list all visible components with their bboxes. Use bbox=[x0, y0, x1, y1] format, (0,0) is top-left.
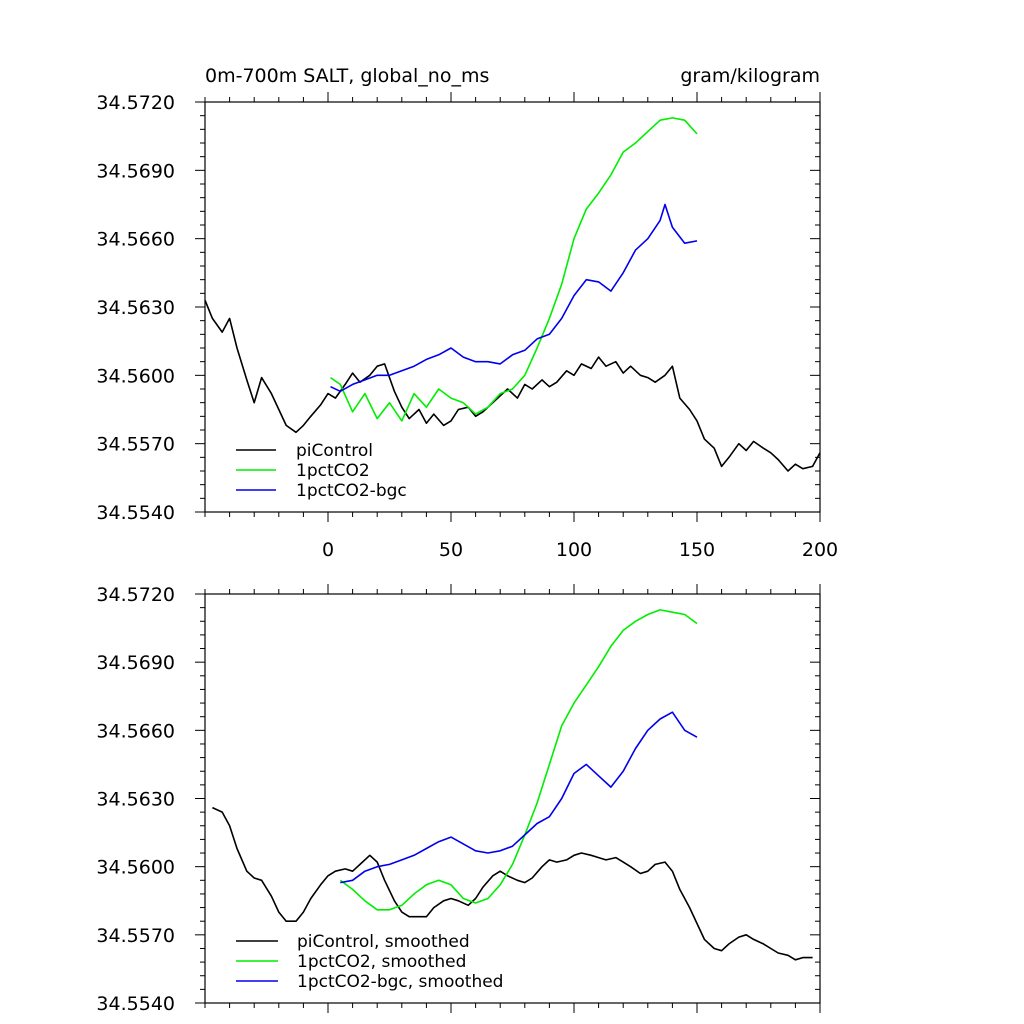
chart-title-left: 0m-700m SALT, global_no_ms bbox=[205, 65, 489, 87]
top-panel: 0m-700m SALT, global_no_ms gram/kilogram… bbox=[96, 65, 838, 561]
y-tick-label: 34.5630 bbox=[96, 297, 175, 319]
series-line-picontrol-smoothed bbox=[212, 806, 813, 961]
y-tick-label: 34.5720 bbox=[96, 92, 175, 114]
y-tick-label: 34.5540 bbox=[96, 993, 175, 1015]
chart-title-right: gram/kilogram bbox=[680, 65, 820, 87]
series-line-picontrol bbox=[204, 299, 821, 472]
y-tick-label: 34.5660 bbox=[96, 229, 175, 251]
series-line-1pctco2-bgc bbox=[330, 203, 698, 393]
y-tick-label: 34.5690 bbox=[96, 160, 175, 182]
x-tick-label: 100 bbox=[556, 539, 592, 561]
y-tick-label: 34.5600 bbox=[96, 365, 175, 387]
y-tick-label: 34.5570 bbox=[96, 925, 175, 947]
y-tick-label: 34.5630 bbox=[96, 789, 175, 811]
legend-label: 1pctCO2, smoothed bbox=[297, 952, 466, 972]
y-tick-label: 34.5600 bbox=[96, 857, 175, 879]
x-tick-label: 0 bbox=[322, 539, 334, 561]
y-tick-label: 34.5570 bbox=[96, 434, 175, 456]
y-tick-label: 34.5720 bbox=[96, 584, 175, 606]
legend-label: 1pctCO2-bgc bbox=[296, 481, 407, 501]
legend-label: 1pctCO2-bgc, smoothed bbox=[297, 972, 503, 992]
bottom-panel: 34.5540 34.5570 34.5600 34.5630 34.5660 34.56… bbox=[96, 584, 821, 1015]
x-tick-label: 200 bbox=[802, 539, 838, 561]
x-tick-label: 150 bbox=[679, 539, 715, 561]
y-tick-label: 34.5690 bbox=[96, 652, 175, 674]
series-line-1pctco2-bgc-smoothed bbox=[340, 711, 698, 884]
legend-label: piControl bbox=[296, 441, 373, 461]
series-line-1pctco2-smoothed bbox=[339, 609, 698, 911]
series-line-1pctco2 bbox=[330, 117, 698, 422]
legend-label: 1pctCO2 bbox=[296, 461, 370, 481]
y-tick-label: 34.5540 bbox=[96, 502, 175, 524]
legend-label: piControl, smoothed bbox=[297, 932, 470, 952]
y-tick-label: 34.5660 bbox=[96, 720, 175, 742]
x-tick-label: 50 bbox=[439, 539, 463, 561]
